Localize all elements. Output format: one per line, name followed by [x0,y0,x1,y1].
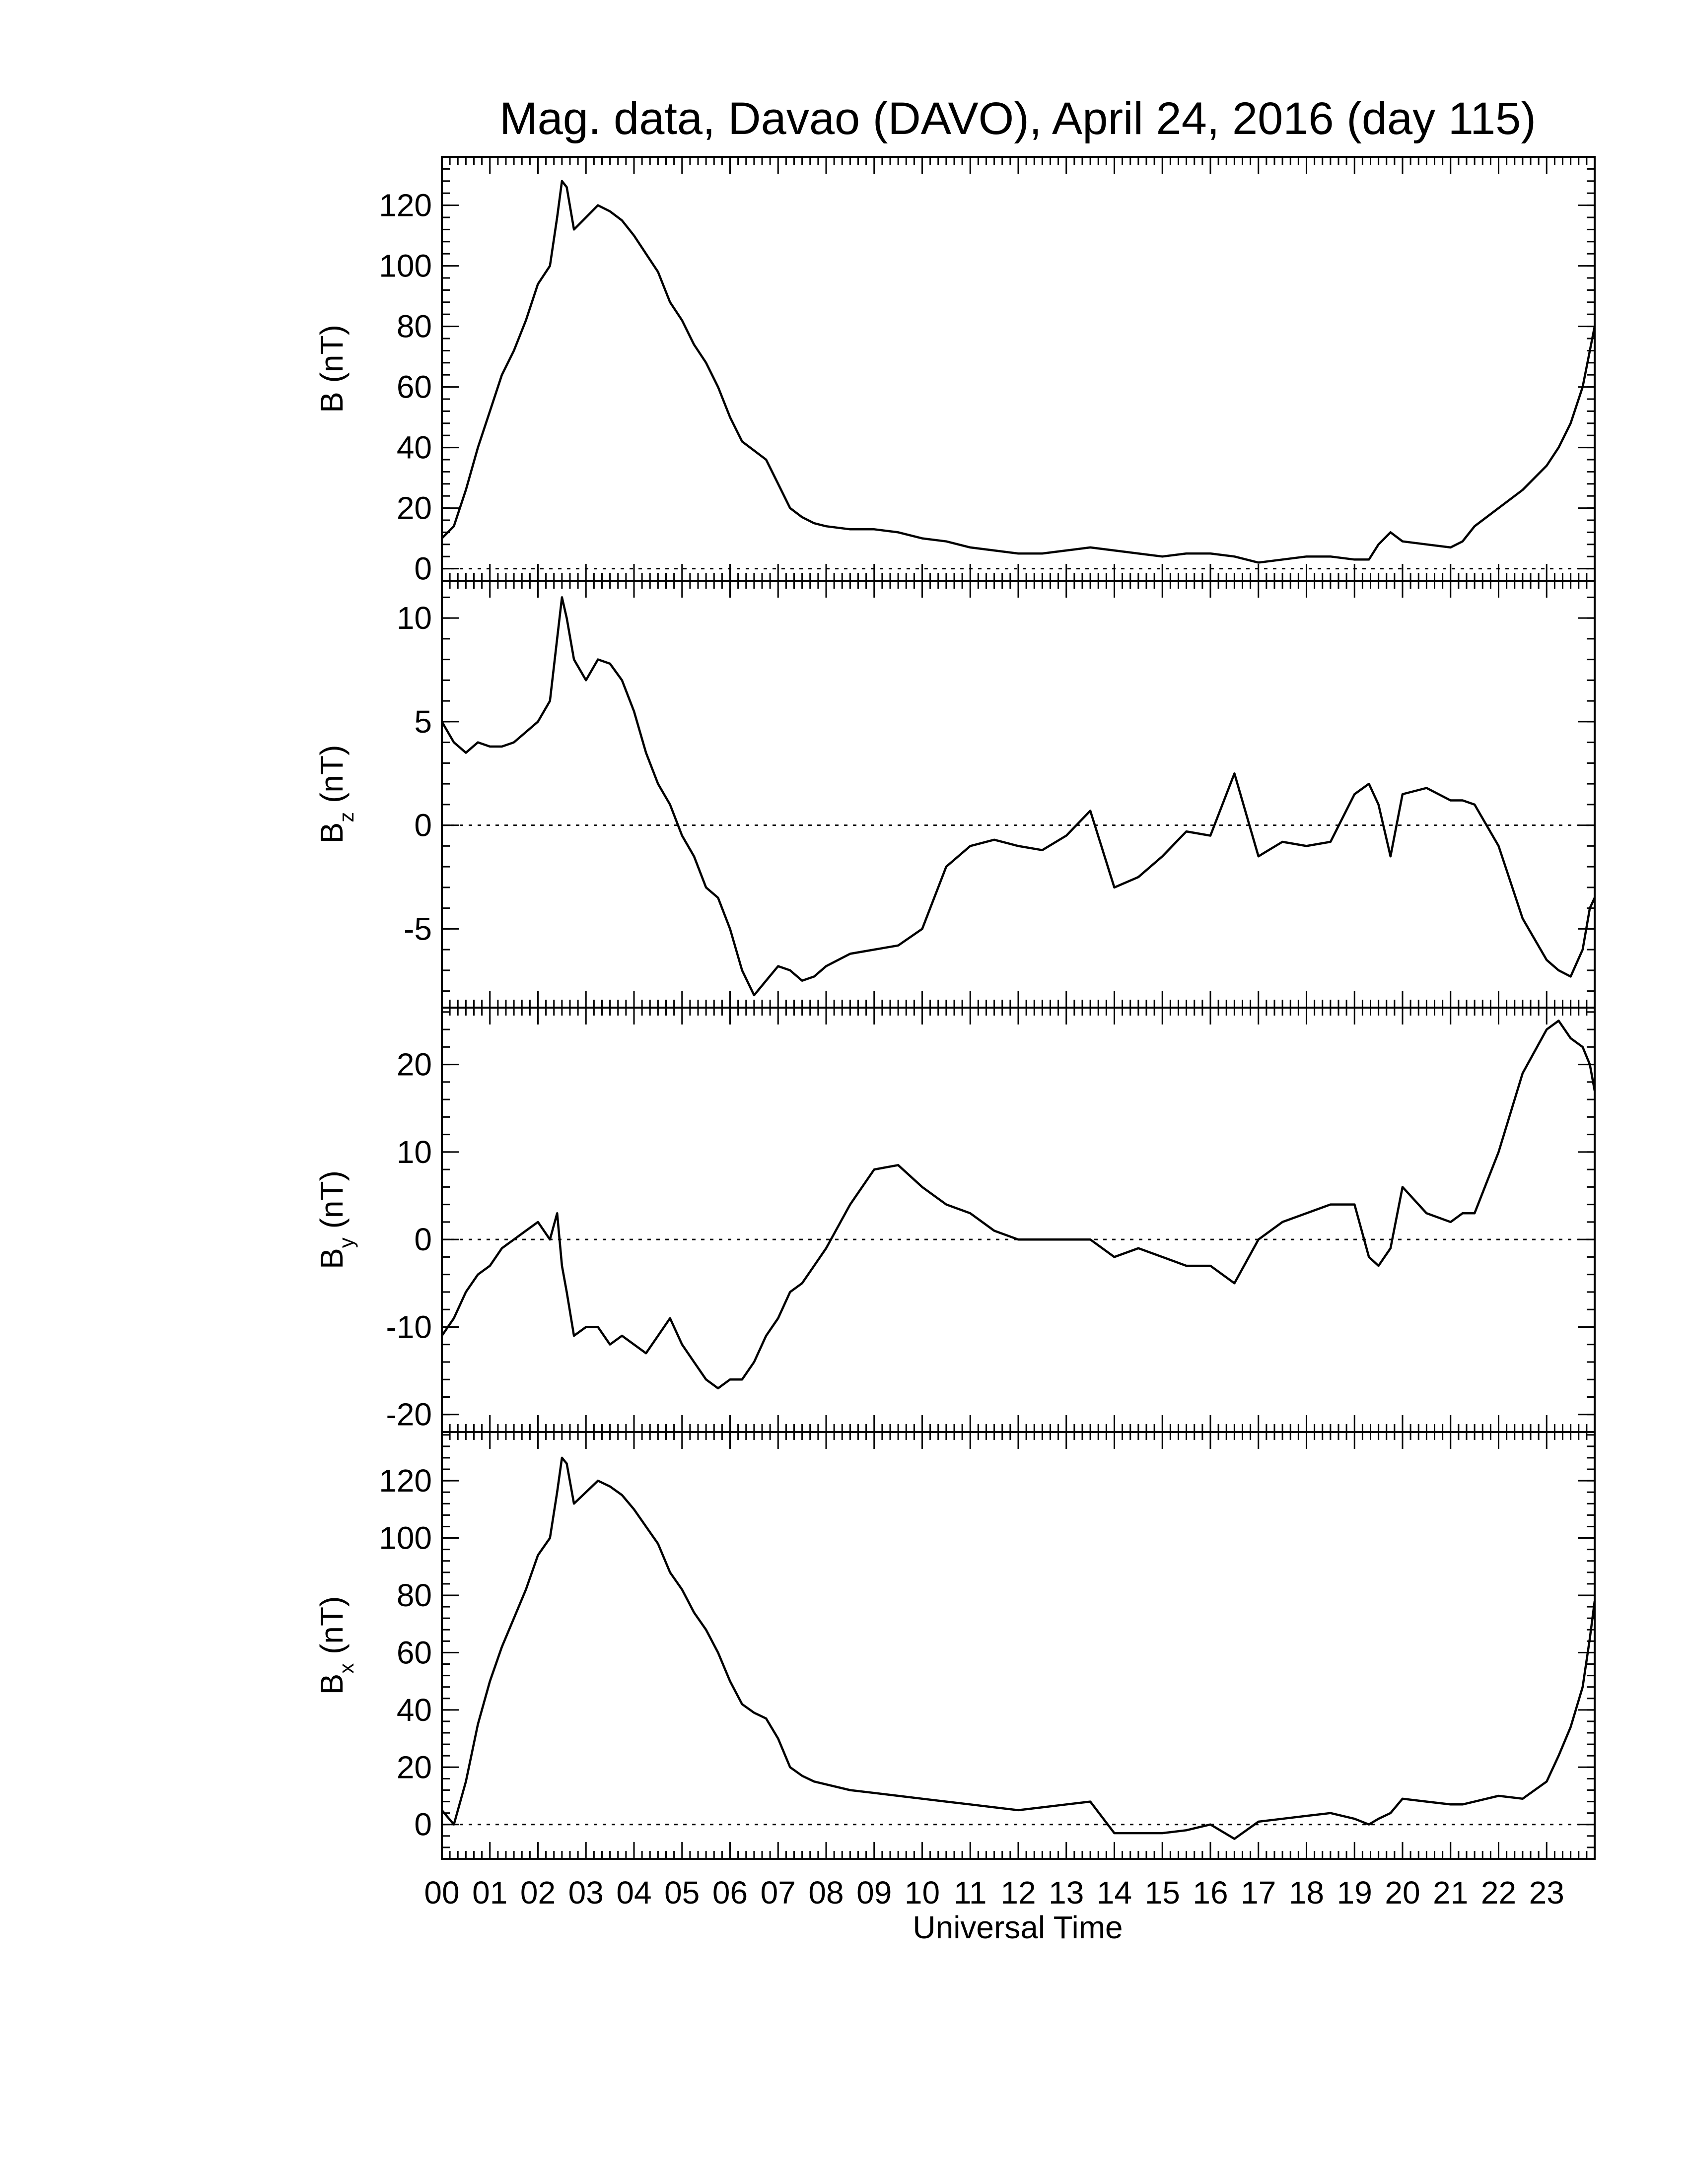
x-tick-label: 06 [712,1875,748,1911]
panel-B: 0 20 40 60 80 100 120 B (nT) [314,156,1596,587]
x-tick-label: 21 [1433,1875,1468,1911]
y-tick-label: 5 [414,704,432,740]
y-axis-label: Bx (nT) [314,1596,358,1695]
y-tick-label: 100 [379,248,432,284]
y-tick-label: 20 [397,1749,432,1785]
y-tick-label: -5 [404,911,432,947]
x-tick-label: 08 [808,1875,844,1911]
y-tick-label: 40 [397,1692,432,1728]
x-tick-label: 17 [1241,1875,1276,1911]
panel-frame [441,1007,1596,1433]
x-tick-label: 01 [472,1875,507,1911]
series-line-Bx [441,1456,1596,1840]
y-tick-label: 60 [397,369,432,405]
y-tick-label: -20 [386,1397,432,1433]
y-axis-label: B (nT) [314,325,350,413]
x-tick-label: 15 [1145,1875,1180,1911]
x-tick-label: 03 [568,1875,604,1911]
y-tick-label: 80 [397,309,432,344]
x-tick-label: 14 [1097,1875,1132,1911]
y-axis-label: By (nT) [314,1170,358,1269]
y-tick-label: 0 [414,808,432,843]
y-tick-label: 0 [414,1222,432,1257]
y-tick-label: 0 [414,551,432,587]
x-tick-label: 12 [1000,1875,1036,1911]
x-tick-label: 20 [1385,1875,1420,1911]
series-line-B [441,180,1596,564]
y-tick-label: 120 [379,188,432,223]
y-tick-label: 80 [397,1577,432,1613]
panel-Bx: 0 20 40 60 80 100 120 Bx (nT) [314,1431,1596,1860]
y-tick-label: 120 [379,1463,432,1499]
panel-Bz: -5 0 5 10 Bz (nT) [314,580,1596,1009]
y-tick-label: 0 [414,1807,432,1843]
x-axis: 00 01 02 03 04 05 06 07 08 09 10 11 12 13 14 15 16 17 18 19… [424,1875,1564,1911]
x-tick-label: 11 [954,1875,986,1911]
y-axis-label: Bz (nT) [314,745,358,844]
series-line-Bz [441,596,1596,997]
panel-By: -20 -10 0 10 20 By (nT) [314,1007,1596,1433]
x-tick-label: 04 [616,1875,651,1911]
x-tick-label: 09 [856,1875,892,1911]
y-tick-label: -10 [386,1309,432,1345]
panel-frame [441,1431,1596,1860]
chart-title: Mag. data, Davao (DAVO), April 24, 2016 … [499,93,1536,144]
x-tick-label: 19 [1337,1875,1372,1911]
x-tick-label: 18 [1289,1875,1324,1911]
x-tick-label: 16 [1193,1875,1228,1911]
x-tick-label: 23 [1529,1875,1564,1911]
x-tick-label: 10 [905,1875,940,1911]
x-tick-label: 05 [664,1875,700,1911]
y-tick-label: 100 [379,1520,432,1556]
panel-frame [441,156,1596,582]
y-tick-label: 40 [397,430,432,466]
series-line-By [441,1020,1596,1390]
y-tick-label: 10 [397,600,432,636]
panel-frame [441,580,1596,1009]
y-tick-label: 20 [397,490,432,526]
y-tick-label: 10 [397,1134,432,1170]
x-tick-label: 07 [761,1875,796,1911]
y-tick-label: 20 [397,1047,432,1083]
x-tick-label: 00 [424,1875,459,1911]
x-tick-label: 22 [1481,1875,1516,1911]
x-tick-label: 02 [520,1875,556,1911]
x-axis-label: Universal Time [913,1910,1123,1945]
x-tick-label: 13 [1049,1875,1084,1911]
y-tick-label: 60 [397,1635,432,1670]
